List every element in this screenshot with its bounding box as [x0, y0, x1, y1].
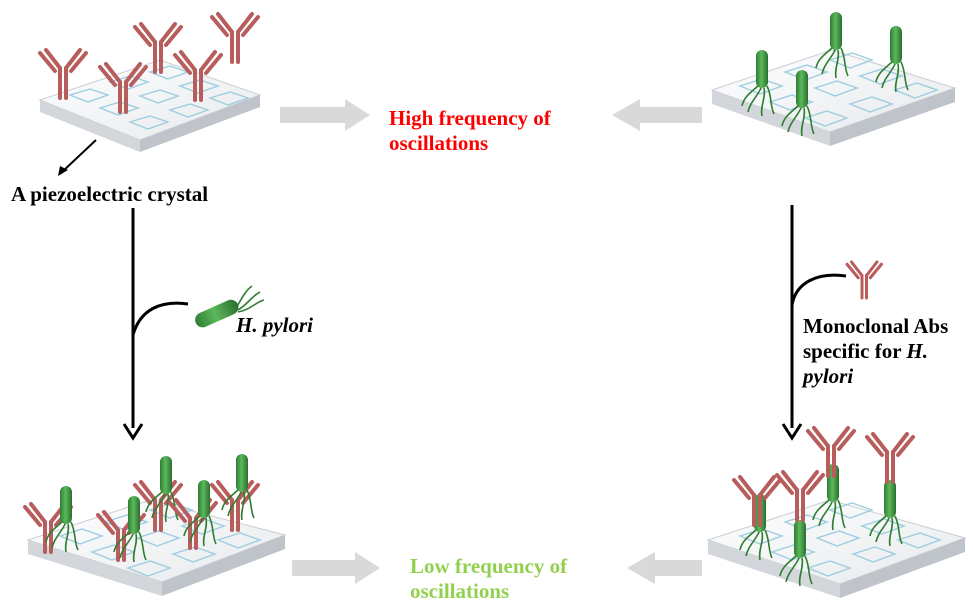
- crystal-bacteria-bound-antibodies: [706, 426, 967, 598]
- h-pylori-label-text: H. pylori: [236, 313, 313, 337]
- process-arrow-right-head: [781, 423, 803, 441]
- high-frequency-label: High frequency of oscillations: [389, 106, 551, 156]
- process-branch-right: [790, 273, 847, 306]
- low-frequency-line1: Low frequency of: [410, 554, 568, 578]
- high-frequency-line2: oscillations: [389, 131, 489, 155]
- crystal-with-bacteria: [710, 11, 957, 146]
- process-arrow-left-head: [122, 423, 144, 441]
- high-frequency-line1: High frequency of: [389, 106, 551, 130]
- crystal-pointer-line: [61, 139, 97, 173]
- monoclonal-abs-line2: specific for H.: [803, 339, 973, 364]
- crystal-with-antibodies: [38, 12, 262, 152]
- crystal-pointer-arrowhead: [58, 166, 68, 176]
- monoclonal-abs-line3: pylori: [803, 364, 973, 389]
- process-branch-left: [131, 301, 189, 336]
- low-frequency-label: Low frequency of oscillations: [410, 554, 567, 604]
- crystal-antibodies-bound-bacteria: [23, 453, 287, 596]
- monoclonal-abs-line3-italic: pylori: [803, 364, 854, 388]
- monoclonal-abs-label: Monoclonal Abs specific for H. pylori: [803, 314, 973, 389]
- monoclonal-antibody-reagent: [845, 260, 883, 300]
- low-frequency-line2: oscillations: [410, 579, 510, 603]
- flow-arrow-bottom-right: [627, 552, 702, 584]
- flow-arrow-top-right: [612, 99, 702, 131]
- monoclonal-abs-line2-italic: H.: [906, 339, 929, 363]
- piezoelectric-crystal-label: A piezoelectric crystal: [11, 182, 209, 206]
- h-pylori-label: H. pylori: [236, 313, 313, 338]
- flow-arrow-bottom-left: [292, 552, 380, 584]
- monoclonal-abs-line1: Monoclonal Abs: [803, 314, 949, 338]
- flow-arrow-top-left: [280, 99, 370, 131]
- monoclonal-abs-line2-prefix: specific for: [803, 339, 907, 363]
- antibody: [865, 432, 915, 484]
